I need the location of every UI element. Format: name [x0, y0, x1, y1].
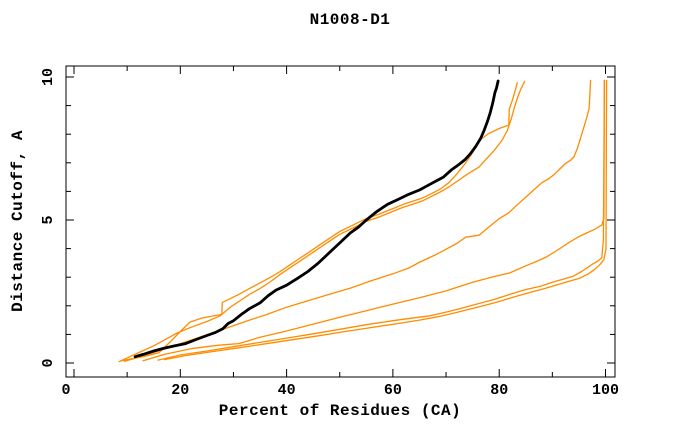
x-tick-label: 20 [171, 382, 189, 399]
x-tick-label: 40 [278, 382, 296, 399]
y-tick-label: 0 [40, 358, 57, 367]
y-axis-label: Distance Cutoff, A [9, 130, 27, 312]
y-tick-label: 10 [40, 68, 57, 86]
x-tick-label: 60 [384, 382, 402, 399]
x-axis-label: Percent of Residues (CA) [219, 402, 461, 420]
orange-curve-2 [142, 79, 606, 362]
x-tick-label: 80 [490, 382, 508, 399]
tick-labels: 0 20 40 60 80 100 0 5 10 [40, 68, 619, 399]
chart-title: N1008-D1 [310, 11, 391, 29]
black-curve [133, 79, 500, 359]
orange-curve-6 [121, 82, 518, 362]
y-tick-label: 5 [40, 215, 57, 224]
orange-curve-3 [157, 79, 606, 361]
plot-border [65, 65, 616, 378]
data-curves [118, 79, 608, 363]
orange-curve-4 [163, 79, 608, 361]
orange-curve-1 [123, 79, 592, 362]
x-tick-label: 0 [61, 382, 70, 399]
axis-ticks [66, 66, 615, 377]
orange-curve-5 [118, 80, 526, 363]
x-tick-label: 100 [592, 382, 619, 399]
